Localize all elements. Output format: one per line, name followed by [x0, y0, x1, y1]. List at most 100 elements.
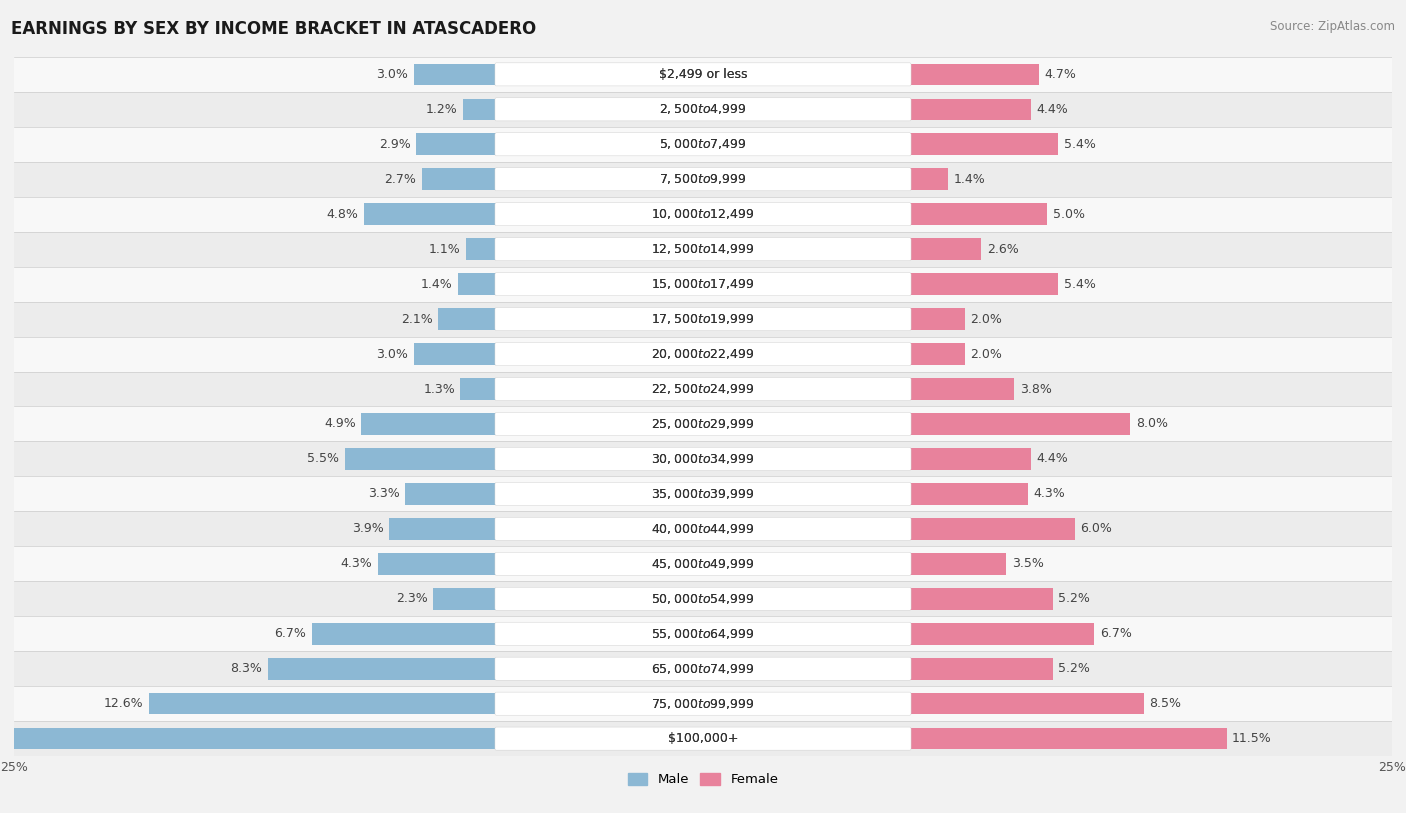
Bar — [14, 686, 1392, 721]
Text: 1.3%: 1.3% — [423, 383, 456, 395]
Bar — [910, 483, 1028, 505]
Text: $10,000 to $12,499: $10,000 to $12,499 — [651, 207, 755, 221]
Text: $20,000 to $22,499: $20,000 to $22,499 — [651, 347, 755, 361]
FancyBboxPatch shape — [495, 482, 911, 506]
Text: $25,000 to $29,999: $25,000 to $29,999 — [651, 417, 755, 431]
Bar — [910, 623, 1094, 645]
Bar — [910, 308, 965, 330]
Bar — [14, 57, 1392, 92]
Bar — [389, 518, 496, 540]
Text: $55,000 to $64,999: $55,000 to $64,999 — [651, 627, 755, 641]
FancyBboxPatch shape — [495, 727, 911, 750]
Text: $100,000+: $100,000+ — [668, 733, 738, 745]
Bar — [910, 273, 1059, 295]
Bar — [14, 651, 1392, 686]
Text: 2.3%: 2.3% — [395, 593, 427, 605]
Bar — [910, 413, 1130, 435]
Bar — [14, 406, 1392, 441]
Text: 2.7%: 2.7% — [384, 173, 416, 185]
Bar — [14, 337, 1392, 372]
Bar — [14, 92, 1392, 127]
Text: 3.0%: 3.0% — [377, 68, 408, 80]
Bar — [14, 616, 1392, 651]
Bar — [14, 511, 1392, 546]
Bar — [344, 448, 496, 470]
Text: 3.8%: 3.8% — [1019, 383, 1052, 395]
Bar — [910, 203, 1047, 225]
Text: Source: ZipAtlas.com: Source: ZipAtlas.com — [1270, 20, 1395, 33]
Bar — [14, 581, 1392, 616]
FancyBboxPatch shape — [495, 133, 911, 156]
Text: 5.5%: 5.5% — [308, 453, 339, 465]
Text: $17,500 to $19,999: $17,500 to $19,999 — [651, 312, 755, 326]
Text: 6.7%: 6.7% — [274, 628, 307, 640]
Text: $5,000 to $7,499: $5,000 to $7,499 — [659, 137, 747, 151]
FancyBboxPatch shape — [495, 657, 911, 680]
Bar — [910, 168, 948, 190]
Text: $65,000 to $74,999: $65,000 to $74,999 — [651, 662, 755, 676]
Text: 11.5%: 11.5% — [1232, 733, 1272, 745]
Text: $22,500 to $24,999: $22,500 to $24,999 — [651, 382, 755, 396]
Bar — [361, 413, 496, 435]
Text: 2.9%: 2.9% — [380, 138, 411, 150]
Text: 3.3%: 3.3% — [368, 488, 399, 500]
Text: 4.4%: 4.4% — [1036, 103, 1069, 115]
FancyBboxPatch shape — [495, 237, 911, 261]
Text: 2.0%: 2.0% — [970, 348, 1002, 360]
Bar — [910, 98, 1031, 120]
Text: 5.4%: 5.4% — [1064, 138, 1095, 150]
Text: $55,000 to $64,999: $55,000 to $64,999 — [651, 627, 755, 641]
Text: 4.9%: 4.9% — [323, 418, 356, 430]
Text: 6.0%: 6.0% — [1081, 523, 1112, 535]
Text: 4.3%: 4.3% — [340, 558, 373, 570]
Text: $15,000 to $17,499: $15,000 to $17,499 — [651, 277, 755, 291]
Bar — [14, 267, 1392, 302]
Bar — [910, 658, 1053, 680]
Text: $12,500 to $14,999: $12,500 to $14,999 — [651, 242, 755, 256]
Bar — [14, 127, 1392, 162]
Bar — [463, 98, 496, 120]
Bar — [910, 553, 1007, 575]
FancyBboxPatch shape — [495, 517, 911, 541]
Text: 5.4%: 5.4% — [1064, 278, 1095, 290]
Text: $30,000 to $34,999: $30,000 to $34,999 — [651, 452, 755, 466]
Text: 8.3%: 8.3% — [231, 663, 262, 675]
FancyBboxPatch shape — [495, 342, 911, 366]
Bar — [14, 162, 1392, 197]
Text: $40,000 to $44,999: $40,000 to $44,999 — [651, 522, 755, 536]
Bar — [433, 588, 496, 610]
Bar — [422, 168, 496, 190]
FancyBboxPatch shape — [495, 98, 911, 121]
Legend: Male, Female: Male, Female — [623, 767, 783, 791]
Text: $50,000 to $54,999: $50,000 to $54,999 — [651, 592, 755, 606]
Text: $7,500 to $9,999: $7,500 to $9,999 — [659, 172, 747, 186]
Text: $22,500 to $24,999: $22,500 to $24,999 — [651, 382, 755, 396]
Bar — [910, 693, 1144, 715]
FancyBboxPatch shape — [495, 377, 911, 401]
Text: $20,000 to $22,499: $20,000 to $22,499 — [651, 347, 755, 361]
Text: 3.9%: 3.9% — [352, 523, 384, 535]
Bar — [312, 623, 496, 645]
Text: $2,500 to $4,999: $2,500 to $4,999 — [659, 102, 747, 116]
Text: $10,000 to $12,499: $10,000 to $12,499 — [651, 207, 755, 221]
Text: $2,500 to $4,999: $2,500 to $4,999 — [659, 102, 747, 116]
Text: $35,000 to $39,999: $35,000 to $39,999 — [651, 487, 755, 501]
FancyBboxPatch shape — [495, 692, 911, 715]
Text: $5,000 to $7,499: $5,000 to $7,499 — [659, 137, 747, 151]
FancyBboxPatch shape — [495, 622, 911, 646]
Bar — [413, 63, 496, 85]
Text: 1.4%: 1.4% — [420, 278, 453, 290]
Text: $75,000 to $99,999: $75,000 to $99,999 — [651, 697, 755, 711]
Text: $65,000 to $74,999: $65,000 to $74,999 — [651, 662, 755, 676]
Text: $2,499 or less: $2,499 or less — [659, 68, 747, 80]
Text: $35,000 to $39,999: $35,000 to $39,999 — [651, 487, 755, 501]
Text: $25,000 to $29,999: $25,000 to $29,999 — [651, 417, 755, 431]
Text: 4.3%: 4.3% — [1033, 488, 1066, 500]
Text: $15,000 to $17,499: $15,000 to $17,499 — [651, 277, 755, 291]
Bar — [14, 721, 1392, 756]
Text: 8.0%: 8.0% — [1136, 418, 1167, 430]
Bar — [461, 378, 496, 400]
Text: $75,000 to $99,999: $75,000 to $99,999 — [651, 697, 755, 711]
Bar — [364, 203, 496, 225]
FancyBboxPatch shape — [495, 307, 911, 331]
